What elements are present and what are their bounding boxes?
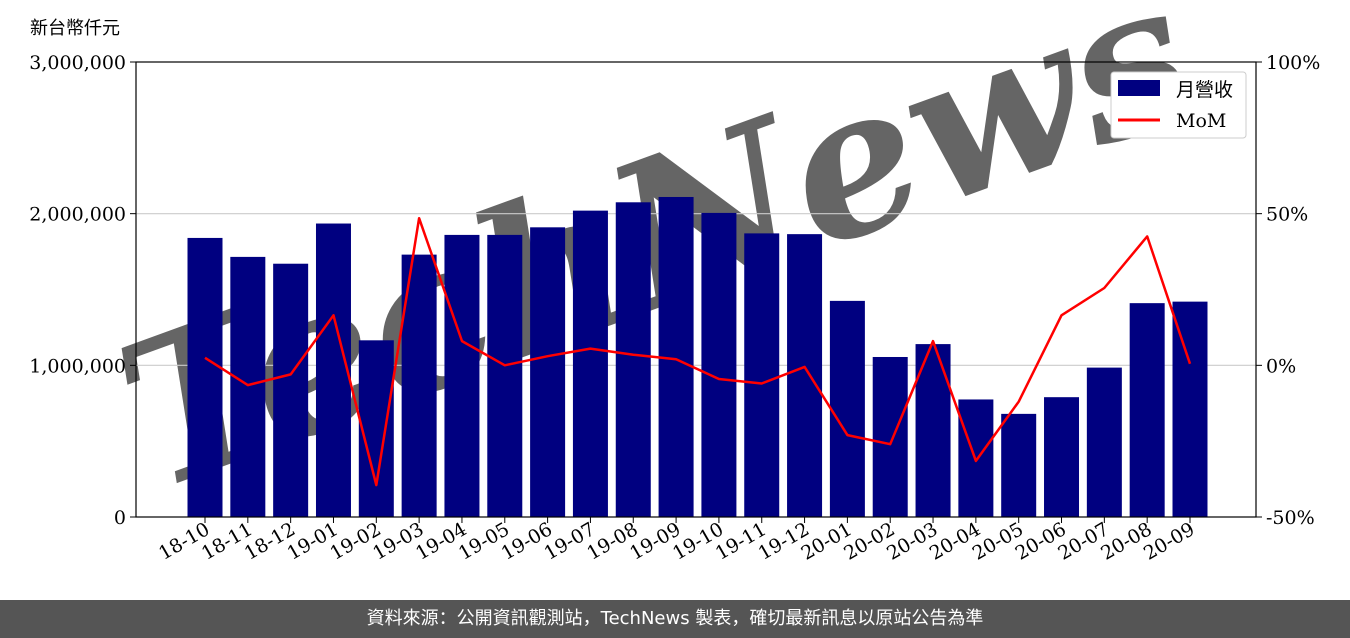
left-tick-label: 3,000,000 — [29, 52, 126, 74]
revenue-bar — [1129, 303, 1165, 517]
revenue-bar — [358, 340, 394, 517]
revenue-bar — [1172, 301, 1208, 517]
revenue-bar — [787, 234, 823, 517]
legend-label-revenue: 月營收 — [1176, 79, 1233, 101]
revenue-bar — [615, 202, 651, 517]
mom-line-path — [204, 216, 1192, 487]
left-axis-ticks: 0 1,000,000 2,000,000 3,000,000 — [29, 52, 136, 529]
revenue-bars — [187, 196, 1208, 518]
left-tick-label: 2,000,000 — [29, 204, 126, 226]
source-footer: 資料來源：公開資訊觀測站，TechNews 製表，確切最新訊息以原站公告為準 — [0, 600, 1350, 638]
revenue-bar — [530, 227, 566, 518]
revenue-bar — [872, 356, 908, 517]
y-axis-unit-label: 新台幣仟元 — [30, 18, 120, 39]
legend: 月營收 MoM — [1110, 71, 1247, 139]
revenue-bar — [744, 233, 780, 517]
left-tick-label: 1,000,000 — [29, 355, 126, 377]
right-tick-label: 50% — [1266, 204, 1308, 226]
revenue-bar — [487, 234, 523, 517]
right-axis-ticks: -50% 0% 50% 100% — [1256, 52, 1320, 529]
revenue-bar — [187, 237, 223, 517]
revenue-bar — [230, 256, 266, 517]
right-tick-label: 0% — [1266, 355, 1296, 377]
left-tick-label: 0 — [114, 507, 126, 529]
right-tick-label: -50% — [1266, 507, 1315, 529]
revenue-bar — [315, 223, 351, 517]
revenue-bar — [1086, 367, 1122, 517]
legend-bar-swatch — [1118, 80, 1160, 96]
legend-label-mom: MoM — [1176, 110, 1226, 132]
revenue-bar — [829, 300, 865, 517]
plot-frame — [135, 61, 1257, 518]
revenue-bar — [572, 210, 608, 517]
right-tick-label: 100% — [1266, 52, 1320, 74]
mom-line — [204, 216, 1192, 487]
x-axis-ticks: 18-1018-1118-1219-0119-0219-0319-0419-05… — [155, 517, 1199, 565]
revenue-bar — [273, 263, 309, 517]
x-tick-label: 20-09 — [1140, 518, 1198, 564]
revenue-bar — [1001, 413, 1037, 517]
revenue-bar — [701, 212, 737, 518]
revenue-bar — [444, 234, 480, 517]
revenue-bar — [1044, 397, 1080, 517]
